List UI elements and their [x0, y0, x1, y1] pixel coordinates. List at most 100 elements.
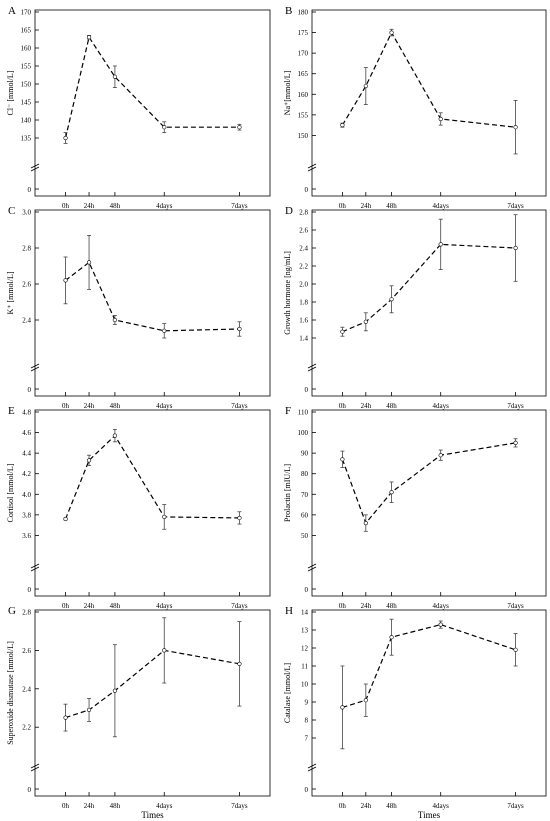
- series-line: [342, 243, 516, 333]
- y-tick-label: 3.0: [22, 209, 31, 217]
- axis-break-mark: [30, 763, 40, 769]
- x-tick-label: 24h: [84, 802, 95, 810]
- x-tick-label: 4days: [156, 202, 173, 210]
- axis-break-mark: [307, 566, 317, 572]
- x-tick-label: 24h: [361, 602, 372, 610]
- panel-d: D 0 1.4 1.6 1.8 2.0 2.2 2.4 2.6 2.8 Growth hormone…: [283, 205, 547, 410]
- y-tick-label: 2.8: [22, 609, 31, 617]
- panel-letter: A: [8, 5, 16, 17]
- y-tick-label: 100: [298, 429, 309, 437]
- data-point: [389, 635, 394, 640]
- data-point: [438, 116, 443, 122]
- y-tick-label: 70: [301, 491, 309, 499]
- panel-f: F 0 50 60 70 80 90 100 110 Prolactin [mIU/L] 0h 24h…: [283, 405, 547, 610]
- data-point: [237, 326, 242, 332]
- series-line: [64, 35, 240, 139]
- x-tick-label: 48h: [386, 602, 397, 610]
- y-tick-label: 145: [21, 99, 32, 107]
- series-line: [65, 261, 240, 332]
- y-axis-label: Na⁺[mmol/L]: [283, 70, 292, 115]
- y-tick-label: 160: [298, 91, 309, 99]
- x-tick-label: 48h: [386, 202, 397, 210]
- y-tick-label: 2.0: [299, 281, 308, 289]
- axis-break-mark: [307, 166, 317, 172]
- y-tick-label: 140: [21, 117, 32, 125]
- y-tick-label: 60: [301, 511, 309, 519]
- axis-break-mark: [307, 163, 317, 169]
- data-point: [86, 458, 92, 463]
- axis-break-mark: [30, 366, 40, 372]
- data-point: [63, 715, 68, 720]
- panel-b: B 0 150 155 160 165 170 175 180 Na⁺[mmol/L] 0h 24h 4…: [283, 5, 547, 210]
- axis-break-mark: [30, 563, 40, 569]
- y-tick-label: 0: [305, 386, 309, 394]
- series-line: [341, 442, 516, 525]
- data-point: [237, 125, 242, 130]
- data-point: [63, 516, 68, 522]
- data-point: [513, 647, 518, 652]
- data-point: [112, 688, 117, 693]
- panel-letter: H: [285, 605, 293, 617]
- series-line: [342, 623, 516, 708]
- y-axis-label: Growth hormone [ng/mL]: [283, 251, 292, 335]
- panel-g: G 0 2.2 2.4 2.6 2.8 Superoxide dismutase [mmol…: [6, 605, 271, 820]
- y-tick-label: 90: [301, 450, 309, 458]
- x-tick-label: 7days: [231, 202, 248, 210]
- y-tick-label: 1.6: [299, 317, 308, 325]
- data-point: [340, 329, 345, 334]
- plot-frame: [34, 209, 271, 397]
- plot-frame: [311, 609, 547, 797]
- x-tick-label: 4days: [433, 202, 450, 210]
- data-point: [363, 83, 368, 89]
- y-tick-label: 2.6: [299, 227, 308, 235]
- y-tick-label: 2.8: [22, 245, 31, 253]
- y-tick-label: 0: [305, 586, 309, 594]
- x-tick-label: 4days: [433, 602, 450, 610]
- y-tick-label: 2.6: [22, 281, 31, 289]
- x-tick-label: 7days: [231, 602, 248, 610]
- data-point: [363, 319, 368, 324]
- data-point: [63, 135, 68, 141]
- x-axis-label: Times: [418, 810, 441, 820]
- y-axis-label: Cortisol [mmol/L]: [6, 463, 15, 522]
- y-tick-label: 135: [21, 135, 32, 143]
- y-tick-label: 150: [21, 81, 32, 89]
- data-point: [363, 698, 368, 703]
- y-axis-label: Catalase [mmol/L]: [283, 663, 292, 724]
- data-point: [389, 297, 394, 302]
- y-tick-label: 7: [305, 735, 309, 743]
- y-tick-label: 2.4: [22, 685, 31, 693]
- y-tick-label: 2.6: [22, 647, 31, 655]
- y-tick-label: 50: [301, 532, 309, 540]
- y-tick-label: 4.8: [22, 409, 31, 417]
- panel-a: A 0 135 140 145 150 155 160 165 170 Cl⁻ [mmol/L] 0h…: [6, 5, 271, 210]
- data-point: [162, 648, 167, 653]
- y-tick-label: 10: [301, 681, 309, 689]
- series-line: [64, 434, 240, 520]
- panel-letter: F: [285, 405, 291, 417]
- y-tick-label: 170: [298, 50, 309, 58]
- y-tick-label: 2.2: [22, 724, 31, 732]
- data-point: [112, 74, 117, 79]
- y-tick-label: 155: [298, 111, 309, 119]
- data-point: [162, 514, 167, 520]
- panel-letter: B: [285, 5, 292, 17]
- y-tick-label: 0: [28, 186, 32, 194]
- data-point: [237, 661, 242, 666]
- panel-letter: E: [8, 405, 15, 417]
- x-tick-label: 24h: [361, 402, 372, 410]
- y-tick-label: 175: [298, 29, 309, 37]
- axis-break-mark: [30, 163, 40, 169]
- y-tick-label: 4.2: [22, 470, 31, 478]
- y-tick-label: 80: [301, 470, 309, 478]
- data-point: [112, 433, 117, 438]
- x-tick-label: 24h: [84, 402, 95, 410]
- y-tick-label: 0: [305, 786, 309, 794]
- x-tick-label: 48h: [110, 602, 121, 610]
- y-tick-label: 2.8: [299, 209, 308, 217]
- panel-letter: G: [8, 605, 16, 617]
- y-tick-label: 4.0: [22, 491, 31, 499]
- y-tick-label: 0: [305, 186, 309, 194]
- x-tick-label: 24h: [361, 802, 372, 810]
